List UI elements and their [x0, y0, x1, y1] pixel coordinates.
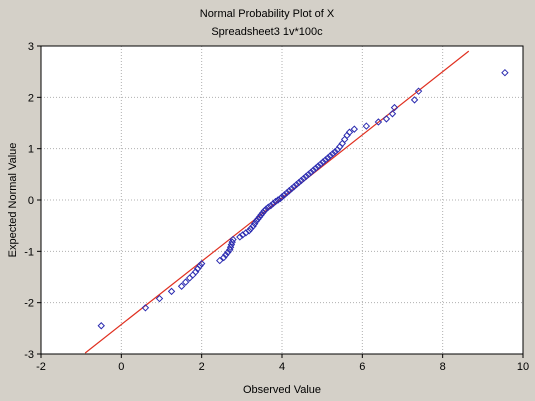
- data-point: [238, 231, 247, 239]
- x-tick-label: 4: [279, 361, 285, 373]
- x-tick-label: 6: [359, 361, 365, 373]
- chart-subtitle: Spreadsheet3 1v*100c: [211, 26, 323, 38]
- data-point: [501, 68, 509, 77]
- data-point: [287, 184, 296, 193]
- data-point: [414, 87, 423, 95]
- data-point: [274, 196, 282, 204]
- data-point: [242, 229, 250, 237]
- data-point: [280, 191, 289, 199]
- data-point: [220, 253, 228, 262]
- data-point: [283, 189, 291, 197]
- chart-title: Normal Probability Plot of X: [200, 8, 335, 20]
- data-point: [316, 160, 325, 168]
- data-point: [326, 152, 334, 160]
- data-point: [250, 219, 259, 228]
- y-tick-label: 2: [28, 92, 34, 104]
- x-tick-label: 2: [199, 361, 205, 373]
- data-point: [276, 194, 285, 203]
- data-point: [345, 128, 354, 136]
- y-tick-label: -3: [24, 349, 34, 361]
- data-point: [410, 96, 419, 104]
- data-point: [331, 148, 339, 156]
- data-point: [197, 259, 206, 268]
- data-point: [222, 251, 230, 259]
- data-point: [181, 278, 190, 286]
- data-point: [196, 261, 204, 270]
- data-point: [290, 182, 298, 191]
- x-axis-label: Observed Value: [243, 384, 321, 396]
- data-point: [314, 162, 322, 170]
- grid-lines: [41, 46, 523, 354]
- x-tick-label: 10: [517, 361, 529, 373]
- data-point: [255, 213, 264, 221]
- data-point: [216, 256, 224, 265]
- data-point: [304, 170, 313, 179]
- data-point: [321, 156, 330, 164]
- x-tick-label: -2: [36, 361, 46, 373]
- data-point: [374, 118, 383, 126]
- data-points: [97, 68, 509, 330]
- data-point: [97, 322, 105, 330]
- data-point: [307, 168, 315, 176]
- data-point: [155, 294, 164, 303]
- data-point: [309, 166, 318, 174]
- y-tick-label: 3: [28, 41, 34, 53]
- data-point: [285, 187, 293, 195]
- data-point: [254, 215, 262, 223]
- data-point: [312, 164, 320, 172]
- data-point: [224, 248, 232, 257]
- data-point: [246, 225, 255, 233]
- data-point: [257, 211, 265, 219]
- y-axis-label: Expected Normal Value: [7, 143, 19, 258]
- data-point: [264, 203, 273, 211]
- data-point: [269, 199, 277, 208]
- data-point: [297, 176, 305, 185]
- data-point: [229, 235, 237, 244]
- x-tick-label: 8: [440, 361, 446, 373]
- x-axis-ticks: -2 0 2 4 6 8 10: [36, 354, 529, 373]
- y-axis-ticks: -3 -2 -1 0 1 2 3: [24, 41, 41, 361]
- x-tick-label: 0: [118, 361, 124, 373]
- y-tick-label: 1: [28, 144, 34, 156]
- data-point: [319, 158, 327, 166]
- data-point: [141, 304, 150, 312]
- data-point: [324, 154, 332, 162]
- data-point: [262, 205, 270, 213]
- data-point: [271, 197, 280, 206]
- y-tick-label: 0: [28, 195, 34, 207]
- data-point: [167, 287, 176, 296]
- data-point: [362, 122, 371, 130]
- data-point: [236, 233, 244, 241]
- data-point: [249, 222, 257, 230]
- y-tick-label: -1: [24, 246, 34, 258]
- data-point: [388, 110, 397, 118]
- data-point: [252, 217, 261, 225]
- data-point: [278, 193, 286, 201]
- y-tick-label: -2: [24, 298, 34, 310]
- data-point: [302, 172, 310, 181]
- data-point: [177, 282, 186, 290]
- data-point: [245, 227, 253, 235]
- data-point: [390, 103, 399, 112]
- data-point: [260, 207, 269, 215]
- data-point: [191, 268, 200, 276]
- data-point: [259, 209, 267, 217]
- data-point: [328, 150, 337, 158]
- data-point: [267, 201, 275, 210]
- data-point: [295, 178, 303, 187]
- data-point: [350, 125, 359, 133]
- data-point: [299, 174, 308, 183]
- data-point: [292, 180, 301, 189]
- data-point: [382, 115, 391, 123]
